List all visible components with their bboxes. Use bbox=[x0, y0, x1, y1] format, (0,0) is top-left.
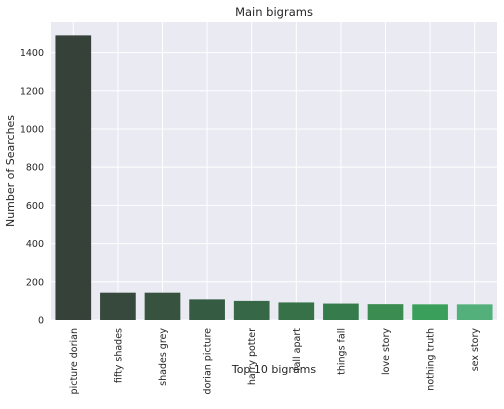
bar bbox=[100, 292, 136, 320]
x-tick-label: dorian picture bbox=[203, 328, 214, 395]
x-tick-label: picture dorian bbox=[69, 328, 80, 394]
bar bbox=[233, 300, 270, 320]
x-tick-label: shades grey bbox=[158, 328, 169, 386]
y-tick-label: 1000 bbox=[20, 124, 44, 135]
y-axis-label: Number of Searches bbox=[4, 115, 17, 227]
x-axis-ticks: picture dorian fifty shades shades grey dor… bbox=[69, 328, 481, 395]
bar bbox=[323, 303, 359, 320]
bar bbox=[278, 302, 315, 320]
x-tick-label: nothing truth bbox=[426, 328, 437, 391]
x-tick-label: fifty shades bbox=[113, 328, 124, 383]
plot-area bbox=[51, 22, 497, 320]
bar bbox=[144, 292, 181, 320]
bar bbox=[189, 299, 225, 320]
x-tick-label: love story bbox=[381, 328, 392, 375]
x-axis-label: Top 10 bigrams bbox=[231, 363, 317, 376]
bar bbox=[412, 304, 448, 320]
x-tick-label: harry potter bbox=[247, 328, 258, 385]
chart-title: Main bigrams bbox=[235, 5, 313, 19]
bar bbox=[55, 35, 92, 320]
y-tick-label: 1200 bbox=[20, 86, 44, 97]
bar bbox=[456, 304, 493, 320]
y-tick-label: 400 bbox=[26, 239, 44, 250]
y-tick-label: 200 bbox=[26, 277, 44, 288]
bars bbox=[55, 35, 493, 320]
x-tick-label: sex story bbox=[470, 328, 481, 372]
x-tick-label: fall apart bbox=[292, 328, 303, 371]
y-tick-label: 0 bbox=[38, 316, 44, 327]
y-tick-label: 800 bbox=[26, 163, 44, 174]
x-tick-label: things fall bbox=[336, 328, 347, 375]
bar bbox=[367, 304, 404, 320]
y-axis-ticks: 0 200 400 600 800 1000 1200 1400 bbox=[20, 48, 44, 326]
y-tick-label: 1400 bbox=[20, 48, 44, 59]
y-tick-label: 600 bbox=[26, 201, 44, 212]
